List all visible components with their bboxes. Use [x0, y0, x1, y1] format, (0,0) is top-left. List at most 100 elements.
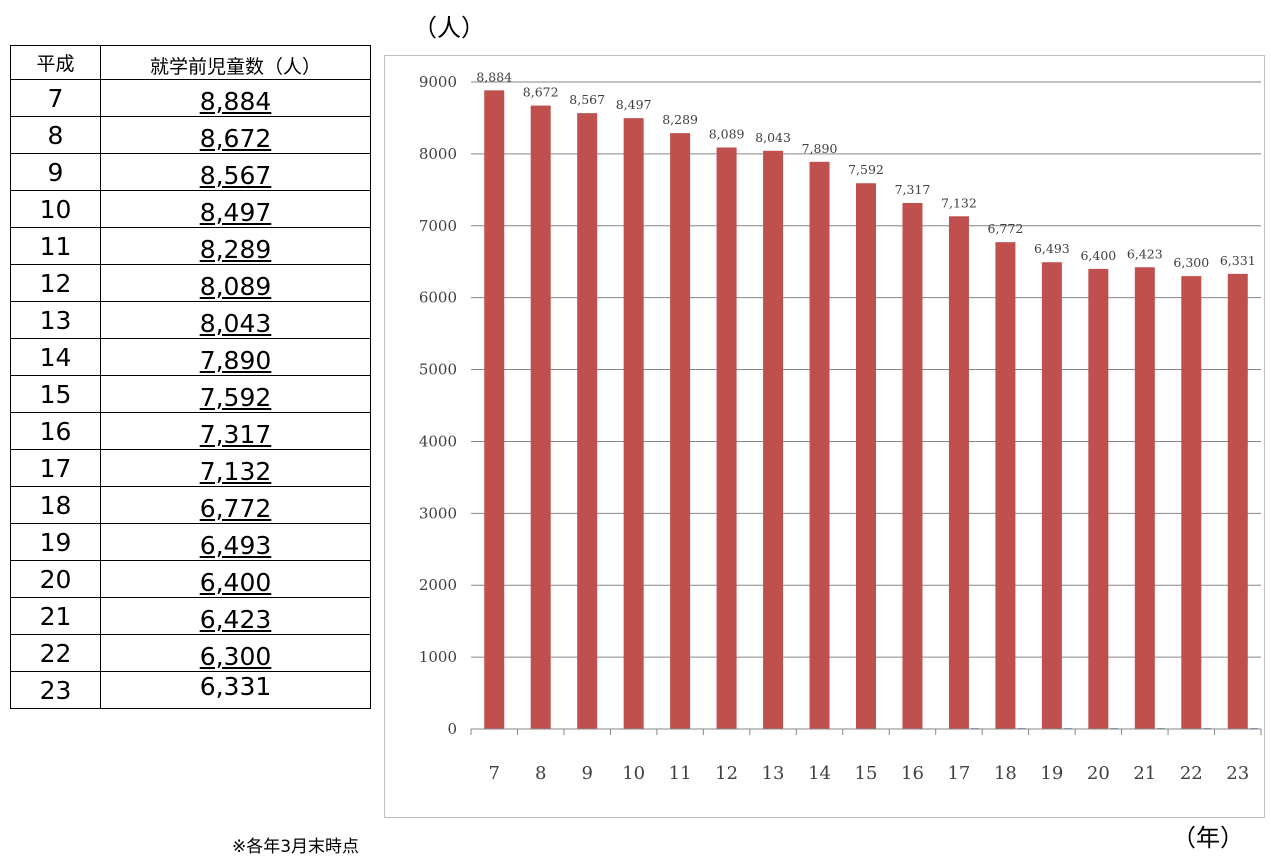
row-count: 8,672 [199, 124, 272, 153]
row-count: 8,043 [199, 309, 272, 338]
bar-value-label: 8,089 [709, 126, 745, 141]
y-tick-label: 4000 [419, 432, 457, 450]
data-labels: 8,884 8,672 8,567 8,497 8,289 8,089 8,043 7,890… [476, 69, 1255, 270]
bar-value-label: 7,132 [941, 195, 977, 210]
y-tick-label: 2000 [419, 576, 457, 594]
row-count-cell: 6,331 [100, 671, 371, 709]
row-count-cell: 8,497 [100, 190, 371, 228]
table-row: 7 8,884 [10, 79, 371, 117]
row-count-cell: 8,672 [100, 116, 371, 154]
row-year: 13 [10, 301, 101, 339]
chart-frame: 8,884 8,672 8,567 8,497 8,289 8,089 8,043 7,890… [384, 55, 1265, 818]
row-count-cell: 8,884 [100, 79, 371, 117]
x-tick-label: 11 [669, 763, 692, 784]
row-year: 21 [10, 597, 101, 635]
table-row: 23 6,331 [10, 671, 371, 709]
children-count-table: 平成 就学前児童数（人） 7 8,884 8 8,672 9 8,567 10 8,497 11… [10, 45, 371, 709]
row-count: 8,497 [199, 198, 272, 227]
bar-value-label: 8,289 [662, 112, 698, 127]
x-tick-label: 9 [581, 763, 592, 784]
x-tick-label: 17 [947, 763, 970, 784]
row-count-cell: 8,043 [100, 301, 371, 339]
row-count-cell: 7,890 [100, 338, 371, 376]
bar [530, 105, 551, 729]
table-row: 16 7,317 [10, 412, 371, 450]
table-row: 13 8,043 [10, 301, 371, 339]
table-row: 8 8,672 [10, 116, 371, 154]
row-count-cell: 7,592 [100, 375, 371, 413]
y-axis-unit-label: （人） [413, 14, 485, 42]
x-tick-label: 20 [1087, 763, 1110, 784]
y-tick-label: 6000 [419, 289, 457, 307]
table-body: 7 8,884 8 8,672 9 8,567 10 8,497 11 8,289 12 8,089 1… [10, 79, 371, 709]
row-count: 6,331 [199, 672, 272, 701]
row-count: 6,300 [199, 642, 272, 671]
bar [763, 150, 784, 729]
table-row: 10 8,497 [10, 190, 371, 228]
bar [1134, 267, 1155, 729]
bar [716, 147, 737, 729]
y-tick-label: 7000 [419, 217, 457, 235]
row-year: 15 [10, 375, 101, 413]
table-row: 12 8,089 [10, 264, 371, 302]
bar [948, 216, 969, 729]
bars [484, 90, 1258, 730]
table-row: 15 7,592 [10, 375, 371, 413]
table-header-row: 平成 就学前児童数（人） [10, 45, 371, 80]
x-tick-label: 13 [762, 763, 785, 784]
row-count: 8,567 [199, 161, 272, 190]
bar-value-label: 6,772 [988, 221, 1024, 236]
row-count-cell: 7,132 [100, 449, 371, 487]
row-count-cell: 6,772 [100, 486, 371, 524]
row-year: 7 [10, 79, 101, 117]
row-count-cell: 6,400 [100, 560, 371, 598]
row-year: 18 [10, 486, 101, 524]
table-row: 18 6,772 [10, 486, 371, 524]
row-count: 7,317 [199, 420, 272, 449]
bar-value-label: 8,567 [569, 92, 605, 107]
bar [856, 183, 876, 730]
bar [670, 133, 691, 729]
x-tick-label: 18 [994, 763, 1017, 784]
row-year: 11 [10, 227, 101, 265]
table-row: 14 7,890 [10, 338, 371, 376]
bar-value-label: 6,493 [1034, 241, 1070, 256]
x-tick-label: 10 [622, 763, 645, 784]
x-tick-label: 15 [855, 763, 878, 784]
bar [577, 113, 598, 730]
row-count-cell: 8,289 [100, 227, 371, 265]
bar [484, 90, 505, 729]
row-year: 17 [10, 449, 101, 487]
table-row: 17 7,132 [10, 449, 371, 487]
row-year: 8 [10, 116, 101, 154]
bar-value-label: 8,497 [616, 97, 652, 112]
y-tick-label: 1000 [419, 648, 457, 666]
row-year: 20 [10, 560, 101, 598]
axes: 0 1000 2000 3000 4000 5000 6000 7000 8000 9000 7 8 9… [419, 73, 1262, 784]
x-tick-label: 16 [901, 763, 924, 784]
bar-value-label: 6,331 [1220, 253, 1256, 268]
x-tick-label: 7 [489, 763, 500, 784]
table-row: 19 6,493 [10, 523, 371, 561]
row-count-cell: 8,089 [100, 264, 371, 302]
table-row: 22 6,300 [10, 634, 371, 672]
bar-value-label: 8,884 [476, 69, 512, 84]
table-row: 20 6,400 [10, 560, 371, 598]
row-count-cell: 6,300 [100, 634, 371, 672]
row-year: 9 [10, 153, 101, 191]
bar [1041, 262, 1062, 729]
y-tick-label: 8000 [419, 145, 457, 163]
row-year: 14 [10, 338, 101, 376]
bar-value-label: 6,400 [1080, 248, 1116, 263]
row-count: 8,884 [199, 87, 272, 116]
bar [623, 118, 644, 730]
y-tick-label: 5000 [419, 361, 457, 379]
x-tick-label: 19 [1040, 763, 1063, 784]
bar-chart: 8,884 8,672 8,567 8,497 8,289 8,089 8,043 7,890… [419, 69, 1262, 784]
bar [1181, 276, 1202, 729]
row-year: 19 [10, 523, 101, 561]
bar [902, 202, 923, 729]
row-count-cell: 6,423 [100, 597, 371, 635]
row-count: 6,772 [199, 494, 272, 523]
row-count: 7,890 [199, 346, 272, 375]
